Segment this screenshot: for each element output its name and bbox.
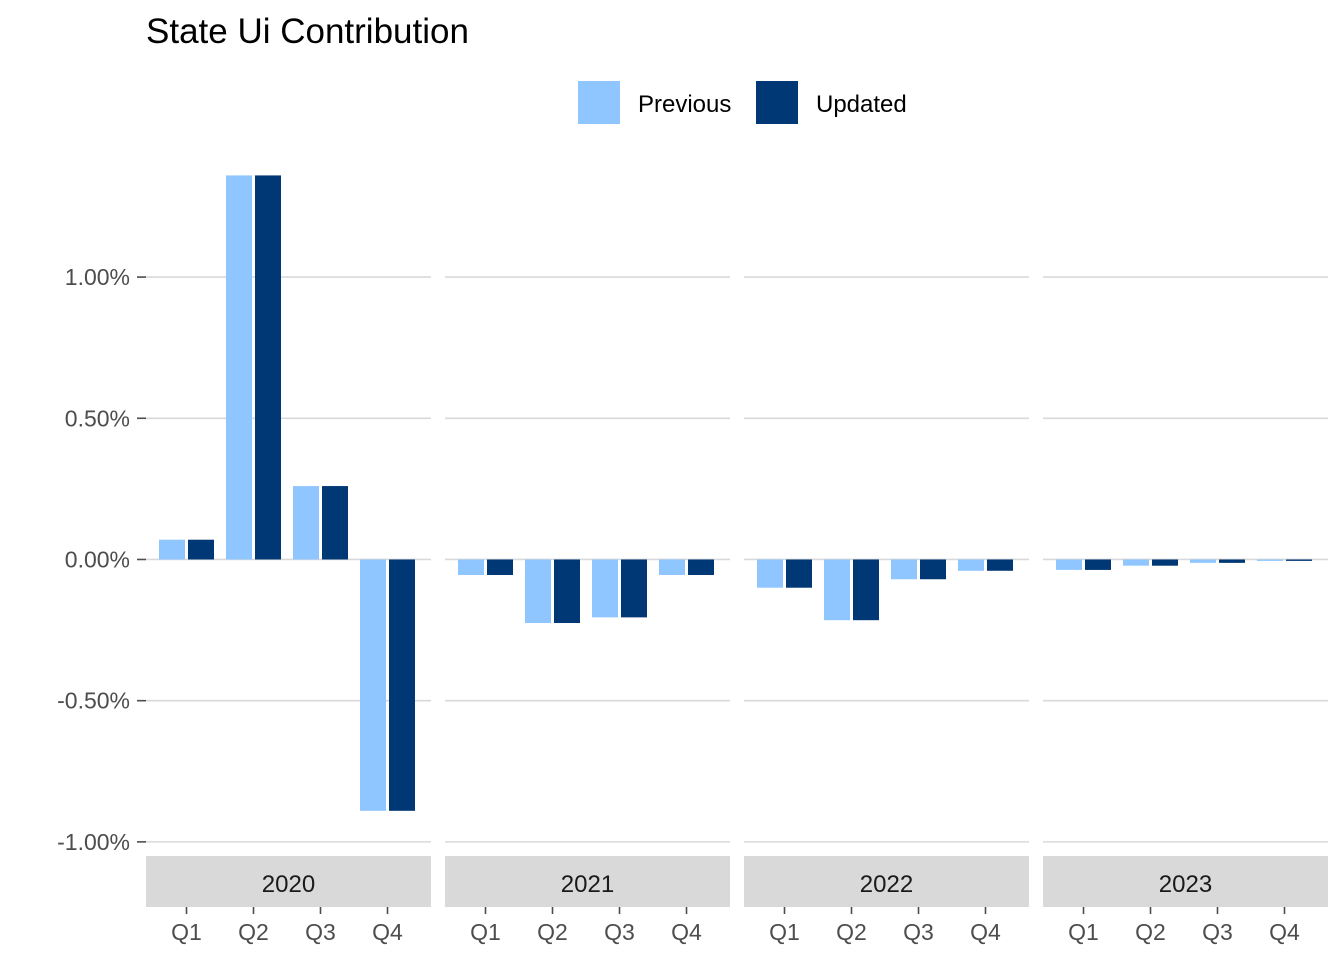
bar-previous-2020-q1: [159, 539, 185, 560]
bar-previous-2023-q1: [1056, 559, 1082, 570]
x-tick-label: Q1: [470, 919, 501, 945]
bar-previous-2022-q1: [757, 559, 783, 588]
bar-updated-2021-q1: [487, 559, 513, 576]
bar-previous-2020-q3: [293, 486, 319, 560]
legend-label-previous: Previous: [638, 91, 731, 118]
bar-previous-2022-q3: [891, 559, 917, 580]
x-tick-label: Q2: [537, 919, 568, 945]
facet-panel-2022: 2022 Q1 Q2 Q3 Q4: [744, 276, 1029, 945]
x-tick-label: Q4: [372, 919, 403, 945]
y-tick-label: -0.50%: [57, 688, 130, 714]
bar-updated-2023-q2: [1152, 559, 1178, 566]
y-tick-label: -1.00%: [57, 829, 130, 855]
facet-strip: [744, 856, 1029, 907]
bar-previous-2020-q2: [226, 175, 252, 560]
x-tick-label: Q3: [903, 919, 934, 945]
bar-updated-2020-q2: [255, 175, 281, 560]
facet-strip-label: 2020: [262, 871, 315, 898]
bar-updated-2023-q3: [1219, 559, 1245, 563]
facet-strip: [146, 856, 431, 907]
bar-updated-2023-q4: [1286, 559, 1312, 561]
bar-updated-2023-q1: [1085, 559, 1111, 570]
x-tick-label: Q2: [836, 919, 867, 945]
facet-panel-2021: 2021 Q1 Q2 Q3 Q4: [445, 276, 730, 945]
x-tick-label: Q4: [970, 919, 1001, 945]
bar-previous-2022-q2: [824, 559, 850, 621]
legend-label-updated: Updated: [816, 91, 907, 118]
bar-previous-2022-q4: [958, 559, 984, 571]
facet-panel-2020: 2020 Q1 Q2 Q3 Q4: [146, 175, 431, 945]
facet-strip-label: 2021: [561, 871, 614, 898]
bar-previous-2023-q3: [1190, 559, 1216, 563]
facet-strip: [1043, 856, 1328, 907]
bar-previous-2020-q4: [360, 559, 386, 811]
bar-previous-2021-q3: [592, 559, 618, 618]
x-tick-label: Q1: [769, 919, 800, 945]
x-tick-label: Q4: [671, 919, 702, 945]
bar-previous-2023-q2: [1123, 559, 1149, 566]
bar-previous-2021-q1: [458, 559, 484, 576]
bar-updated-2021-q3: [621, 559, 647, 618]
bar-updated-2021-q4: [688, 559, 714, 576]
y-tick-label: 1.00%: [65, 264, 130, 290]
bar-previous-2021-q2: [525, 559, 551, 624]
x-tick-label: Q2: [1135, 919, 1166, 945]
bar-updated-2021-q2: [554, 559, 580, 624]
y-tick-label: 0.50%: [65, 405, 130, 431]
facet-strip-label: 2022: [860, 871, 913, 898]
y-axis: 1.00% 0.50% 0.00% -0.50% -1.00%: [57, 264, 146, 855]
bar-updated-2022-q2: [853, 559, 879, 621]
bar-updated-2022-q4: [987, 559, 1013, 571]
bar-updated-2020-q3: [322, 486, 348, 560]
x-tick-label: Q3: [604, 919, 635, 945]
chart-title: State Ui Contribution: [146, 12, 469, 51]
bar-updated-2020-q4: [389, 559, 415, 811]
facet-strip: [445, 856, 730, 907]
x-tick-label: Q2: [238, 919, 269, 945]
legend: Previous Updated: [578, 81, 907, 124]
bar-updated-2020-q1: [188, 539, 214, 560]
y-tick-label: 0.00%: [65, 546, 130, 572]
bar-updated-2022-q1: [786, 559, 812, 588]
x-tick-label: Q4: [1269, 919, 1300, 945]
x-tick-label: Q3: [305, 919, 336, 945]
x-tick-label: Q3: [1202, 919, 1233, 945]
facet-strip-label: 2023: [1159, 871, 1212, 898]
legend-key-previous: [578, 81, 620, 124]
bar-previous-2023-q4: [1257, 559, 1283, 561]
facet-panel-2023: 2023 Q1 Q2 Q3 Q4: [1043, 276, 1328, 945]
x-tick-label: Q1: [171, 919, 202, 945]
bar-previous-2021-q4: [659, 559, 685, 576]
legend-key-updated: [756, 81, 798, 124]
x-tick-label: Q1: [1068, 919, 1099, 945]
bar-updated-2022-q3: [920, 559, 946, 580]
